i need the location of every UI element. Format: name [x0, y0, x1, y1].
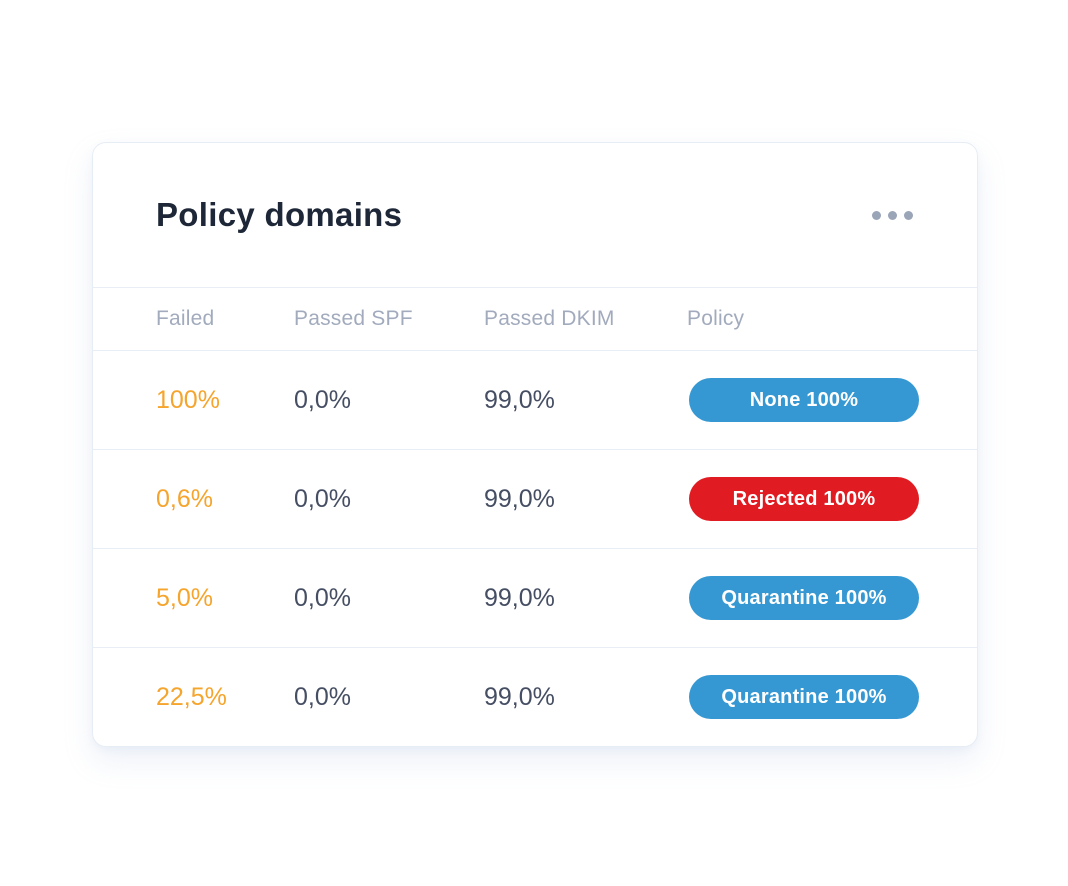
ellipsis-dot: [904, 210, 913, 220]
policy-domains-card: Policy domains Failed Passed SPF Passed …: [92, 142, 978, 747]
failed-value: 22,5%: [156, 682, 227, 711]
ellipsis-dot: [872, 210, 881, 220]
policy-badge: Quarantine 100%: [689, 675, 919, 719]
passed-spf-value: 0,0%: [294, 583, 351, 612]
column-header-passed-dkim: Passed DKIM: [484, 307, 615, 330]
table-header-row: Failed Passed SPF Passed DKIM Policy: [93, 287, 977, 351]
table-row[interactable]: 22,5% 0,0% 99,0% Quarantine 100%: [93, 648, 977, 746]
policy-badge: None 100%: [689, 378, 919, 422]
policy-badge: Quarantine 100%: [689, 576, 919, 620]
column-header-passed-spf: Passed SPF: [294, 307, 413, 330]
table-row[interactable]: 0,6% 0,0% 99,0% Rejected 100%: [93, 450, 977, 549]
failed-value: 0,6%: [156, 484, 213, 513]
column-header-failed: Failed: [156, 307, 215, 330]
passed-dkim-value: 99,0%: [484, 583, 555, 612]
table-row[interactable]: 5,0% 0,0% 99,0% Quarantine 100%: [93, 549, 977, 648]
failed-value: 5,0%: [156, 583, 213, 612]
failed-value: 100%: [156, 385, 220, 414]
ellipsis-menu-icon[interactable]: [868, 203, 917, 228]
passed-dkim-value: 99,0%: [484, 385, 555, 414]
passed-dkim-value: 99,0%: [484, 484, 555, 513]
passed-spf-value: 0,0%: [294, 385, 351, 414]
column-header-policy: Policy: [687, 307, 745, 330]
table-row[interactable]: 100% 0,0% 99,0% None 100%: [93, 351, 977, 450]
passed-dkim-value: 99,0%: [484, 682, 555, 711]
ellipsis-dot: [888, 210, 897, 220]
passed-spf-value: 0,0%: [294, 682, 351, 711]
policy-badge: Rejected 100%: [689, 477, 919, 521]
page-title: Policy domains: [156, 196, 403, 233]
passed-spf-value: 0,0%: [294, 484, 351, 513]
card-header: Policy domains: [93, 143, 977, 287]
